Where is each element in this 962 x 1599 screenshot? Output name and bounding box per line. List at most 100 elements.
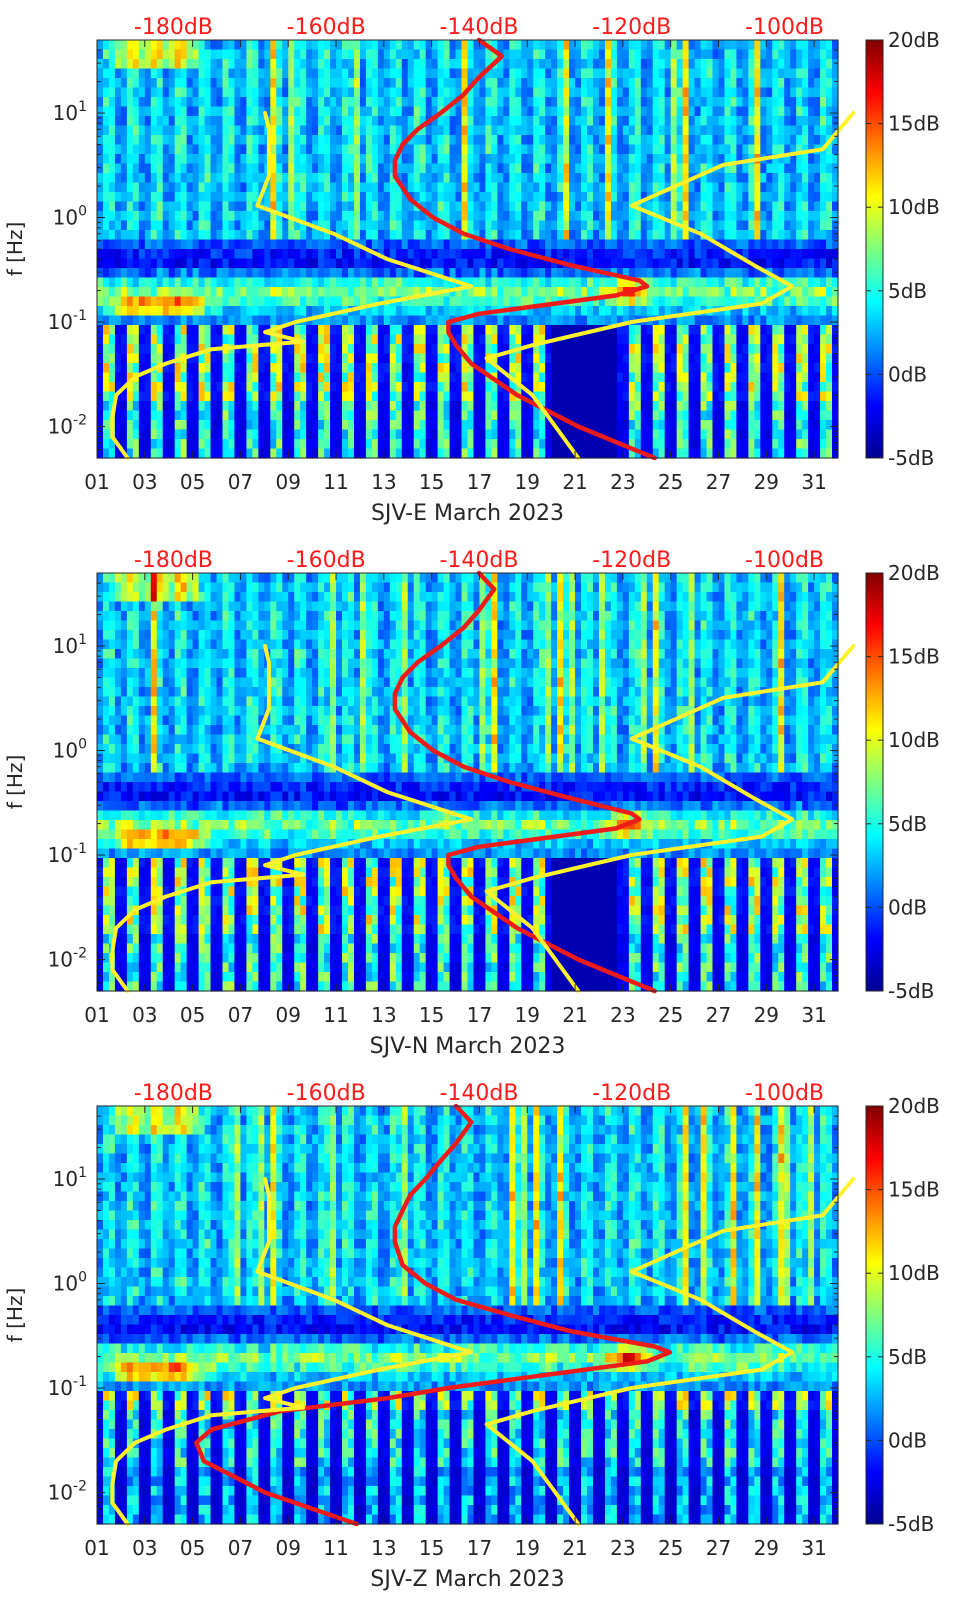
x-tick-label: 23 <box>610 1536 635 1560</box>
colorbar-tick-label: 5dB <box>888 279 927 303</box>
x-tick-label: 11 <box>323 470 348 494</box>
x-tick-label: 15 <box>419 1536 444 1560</box>
colorbar-tick-label: 15dB <box>888 645 940 669</box>
x-tick-label: 07 <box>228 1536 253 1560</box>
colorbar-tick-label: 10dB <box>888 728 940 752</box>
y-tick-label: 10-1 <box>48 1374 87 1400</box>
y-tick-label: 10-2 <box>48 1479 87 1505</box>
colorbar-tick-label: -5dB <box>888 1512 934 1536</box>
colorbar-tick-label: 5dB <box>888 1345 927 1369</box>
x-tick-label: 21 <box>562 470 587 494</box>
x-axis-label: SJV-Z March 2023 <box>370 1567 564 1592</box>
low-noise-model-line <box>110 1177 474 1526</box>
top-db-axis: -180dB -160dB -140dB -120dB -100dB <box>134 548 824 573</box>
colorbar-tick-label: 15dB <box>888 1178 940 1202</box>
colorbar: 20dB 15dB 10dB 5dB 0dB -5dB <box>865 561 940 1003</box>
x-tick-label: 01 <box>84 1536 109 1560</box>
top-db-label: -140dB <box>439 15 518 40</box>
x-tick-label: 13 <box>371 470 396 494</box>
high-noise-model-line <box>484 111 856 460</box>
top-db-label: -140dB <box>439 1081 518 1106</box>
psd-curve-red <box>392 37 657 461</box>
top-db-label: -120dB <box>592 548 671 573</box>
x-tick-label: 01 <box>84 1003 109 1027</box>
x-axis-label: SJV-E March 2023 <box>371 501 564 526</box>
top-db-label: -100dB <box>745 15 824 40</box>
y-axis-label: f [Hz] <box>3 1288 27 1343</box>
x-tick-label: 21 <box>562 1003 587 1027</box>
x-tick-label: 27 <box>706 470 731 494</box>
x-tick-label: 07 <box>228 1003 253 1027</box>
psd-curve-red <box>194 1103 673 1527</box>
top-db-label: -140dB <box>439 548 518 573</box>
colorbar-tick-label: 10dB <box>888 195 940 219</box>
x-tick-label: 05 <box>180 1536 205 1560</box>
top-db-label: -160dB <box>287 15 366 40</box>
y-axis: 10-2 10-1 100 101 <box>48 572 838 992</box>
x-axis: 01 03 05 07 09 11 13 15 17 19 21 23 25 27 29 31 <box>84 1106 827 1560</box>
x-tick-label: 23 <box>610 470 635 494</box>
x-tick-label: 29 <box>754 1003 779 1027</box>
y-tick-label: 10-2 <box>48 946 87 972</box>
x-tick-label: 29 <box>754 1536 779 1560</box>
colorbar-tick-label: 15dB <box>888 112 940 136</box>
x-tick-label: 23 <box>610 1003 635 1027</box>
x-tick-label: 19 <box>515 470 540 494</box>
y-tick-label: 10-2 <box>48 413 87 439</box>
x-tick-label: 25 <box>658 1003 683 1027</box>
x-tick-label: 09 <box>275 470 300 494</box>
colorbar-tick-label: -5dB <box>888 979 934 1003</box>
top-db-axis: -180dB -160dB -140dB -120dB -100dB <box>134 1081 824 1106</box>
psd-curve-red <box>392 570 657 994</box>
x-tick-label: 03 <box>132 1536 157 1560</box>
y-axis-label: f [Hz] <box>3 755 27 810</box>
colorbar: 20dB 15dB 10dB 5dB 0dB -5dB <box>865 28 940 470</box>
top-db-label: -120dB <box>592 1081 671 1106</box>
x-tick-label: 11 <box>323 1003 348 1027</box>
x-tick-label: 07 <box>228 470 253 494</box>
colorbar-tick-label: 0dB <box>888 1428 927 1452</box>
panel-3: 01 03 05 07 09 11 13 15 17 19 21 23 25 27 29 31 SJV-Z Ma… <box>3 1081 940 1592</box>
x-tick-label: 15 <box>419 470 444 494</box>
colorbar-tick-label: 20dB <box>888 561 940 585</box>
y-tick-label: 100 <box>53 1270 87 1296</box>
top-db-label: -160dB <box>287 1081 366 1106</box>
y-tick-label: 101 <box>53 632 87 658</box>
top-db-label: -120dB <box>592 15 671 40</box>
x-tick-label: 03 <box>132 470 157 494</box>
y-axis: 10-2 10-1 100 101 <box>48 1105 838 1525</box>
top-db-axis: -180dB -160dB -140dB -120dB -100dB <box>134 15 824 40</box>
colorbar-tick-label: 0dB <box>888 895 927 919</box>
panel-2: 01 03 05 07 09 11 13 15 17 19 21 23 25 27 29 31 SJV-N Ma… <box>3 548 940 1059</box>
x-tick-label: 11 <box>323 1536 348 1560</box>
x-tick-label: 31 <box>801 470 826 494</box>
x-tick-label: 05 <box>180 470 205 494</box>
colorbar-tick-label: -5dB <box>888 446 934 470</box>
low-noise-model-line <box>110 644 474 993</box>
colorbar-tick-label: 20dB <box>888 28 940 52</box>
colorbar-tick-label: 5dB <box>888 812 927 836</box>
colorbar-tick-label: 0dB <box>888 362 927 386</box>
y-tick-label: 10-1 <box>48 841 87 867</box>
top-db-label: -180dB <box>134 1081 213 1106</box>
x-tick-label: 25 <box>658 470 683 494</box>
x-tick-label: 27 <box>706 1003 731 1027</box>
high-noise-model-line <box>484 1177 856 1526</box>
colorbar-tick-label: 20dB <box>888 1094 940 1118</box>
y-tick-label: 100 <box>53 737 87 763</box>
x-tick-label: 05 <box>180 1003 205 1027</box>
top-db-label: -160dB <box>287 548 366 573</box>
x-tick-label: 19 <box>515 1536 540 1560</box>
low-noise-model-line <box>110 111 474 460</box>
x-tick-label: 17 <box>467 1003 492 1027</box>
x-tick-label: 25 <box>658 1536 683 1560</box>
x-tick-label: 19 <box>515 1003 540 1027</box>
colorbar-tick-label: 10dB <box>888 1261 940 1285</box>
x-tick-label: 31 <box>801 1536 826 1560</box>
x-tick-label: 13 <box>371 1003 396 1027</box>
top-db-label: -180dB <box>134 15 213 40</box>
x-tick-label: 15 <box>419 1003 444 1027</box>
x-tick-label: 03 <box>132 1003 157 1027</box>
y-tick-label: 100 <box>53 204 87 230</box>
